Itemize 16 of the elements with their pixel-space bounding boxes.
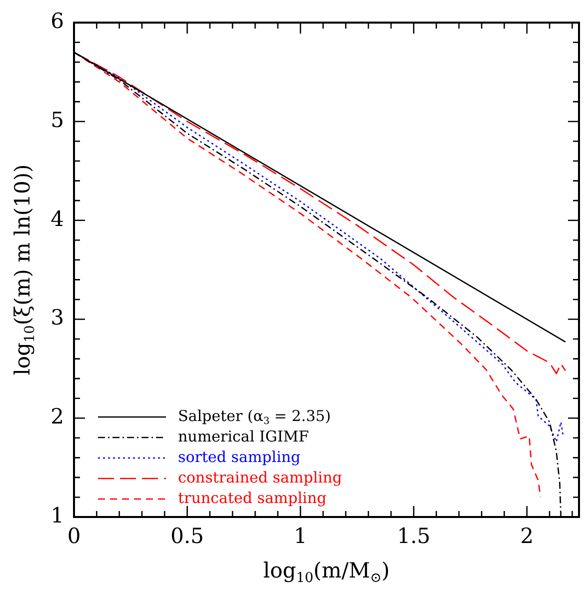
x-tick-label: 2 xyxy=(520,524,534,548)
legend-label: constrained sampling xyxy=(178,468,342,486)
legend-label: truncated sampling xyxy=(178,488,327,507)
x-tick-label: 1 xyxy=(294,524,308,548)
y-axis-title: log10(ξ(m) m ln(10)) xyxy=(10,164,38,376)
legend-label: sorted sampling xyxy=(178,448,301,466)
x-tick-label: 0.5 xyxy=(170,524,204,548)
y-tick-label: 2 xyxy=(50,404,64,429)
y-tick-label: 5 xyxy=(50,108,64,132)
y-tick-label: 6 xyxy=(50,9,64,34)
x-tick-label: 1.5 xyxy=(396,524,430,548)
x-tick-label: 0 xyxy=(67,524,81,548)
y-tick-label: 3 xyxy=(50,306,64,330)
y-tick-label: 1 xyxy=(50,503,64,528)
y-tick-label: 4 xyxy=(50,206,64,231)
legend-label: numerical IGIMF xyxy=(178,427,309,446)
